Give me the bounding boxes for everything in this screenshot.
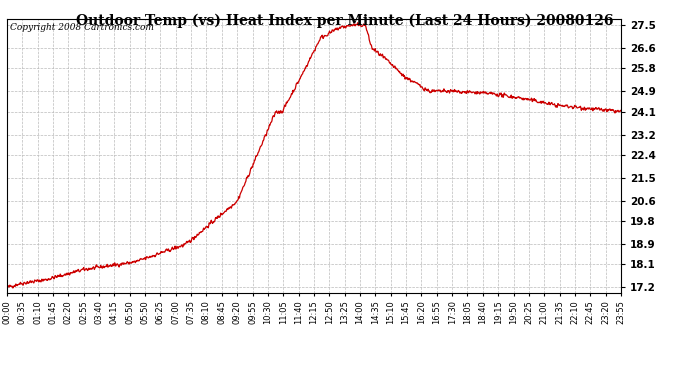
- Text: Copyright 2008 Cartronics.com: Copyright 2008 Cartronics.com: [10, 23, 154, 32]
- Text: Outdoor Temp (vs) Heat Index per Minute (Last 24 Hours) 20080126: Outdoor Temp (vs) Heat Index per Minute …: [77, 13, 613, 27]
